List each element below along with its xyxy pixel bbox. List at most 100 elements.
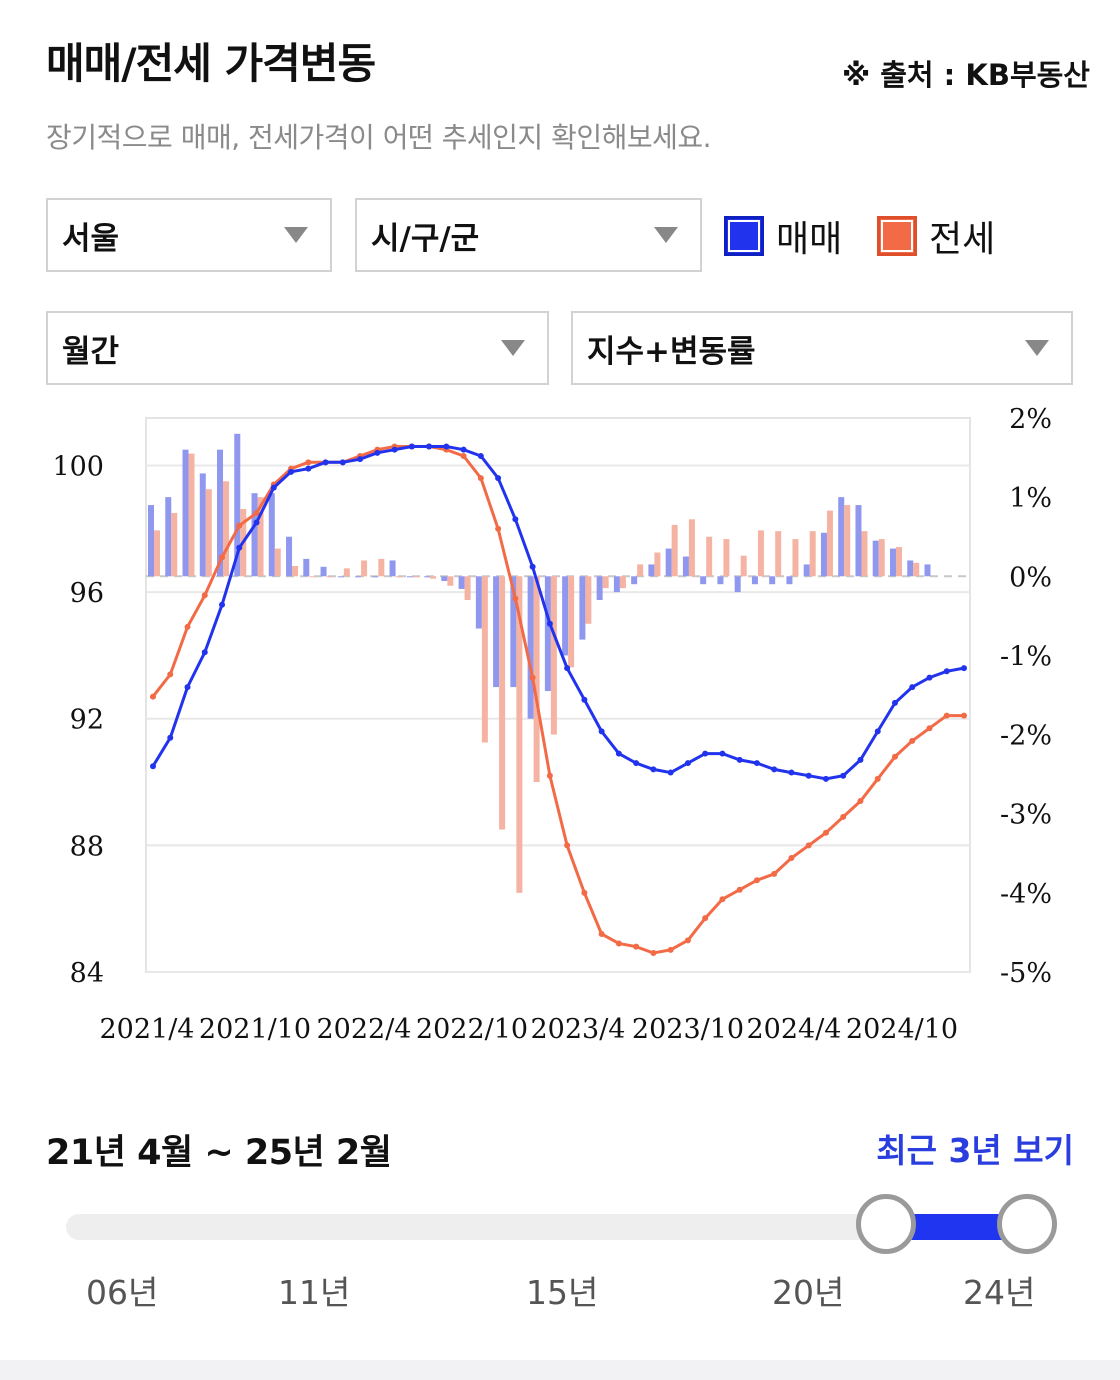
sale-color-swatch: [724, 216, 764, 256]
jeonse-change-bar: [826, 510, 833, 577]
slider-year-label: 06년: [86, 1273, 159, 1312]
jeonse-index-point: [477, 475, 484, 482]
y-left-tick-label: 96: [70, 578, 104, 609]
sale-change-bar: [372, 576, 379, 578]
y-left-tick-label: 100: [52, 451, 104, 482]
jeonse-index-point: [684, 937, 691, 944]
page-subtitle: 장기적으로 매매, 전세가격이 어떤 추세인지 확인해보세요.: [46, 121, 712, 154]
sale-index-point: [374, 449, 381, 456]
jeonse-index-point: [253, 509, 260, 516]
region-select[interactable]: 서울: [46, 198, 332, 272]
sale-index-point: [426, 443, 433, 450]
jeonse-index-point: [615, 940, 622, 947]
chevron-down-icon: [501, 340, 525, 356]
legend-sale-label: 매매: [776, 219, 843, 260]
jeonse-change-bar: [188, 453, 195, 577]
sale-index-point: [771, 766, 778, 773]
sale-index-point: [857, 756, 864, 763]
jeonse-index-point: [529, 674, 536, 681]
sale-index-point: [650, 766, 657, 773]
jeonse-index-point: [891, 753, 898, 760]
x-tick-label: 2021/4: [100, 1014, 195, 1045]
sale-change-bar: [182, 449, 189, 577]
district-select[interactable]: 시/구/군: [355, 198, 702, 272]
slider-year-label: 15년: [526, 1273, 599, 1312]
jeonse-index-point: [581, 889, 588, 896]
x-tick-label: 2022/4: [317, 1014, 412, 1045]
legend-jeonse[interactable]: 전세: [877, 210, 995, 262]
sale-change-bar: [803, 564, 810, 577]
sale-index-point: [736, 756, 743, 763]
sale-change-bar: [234, 433, 241, 577]
page-title: 매매/전세 가격변동: [46, 39, 376, 88]
sale-index-point: [667, 769, 674, 776]
jeonse-change-bar: [792, 539, 799, 577]
period-select[interactable]: 월간: [46, 311, 549, 385]
metric-select[interactable]: 지수+변동률: [571, 311, 1073, 385]
jeonse-change-bar: [309, 576, 316, 578]
jeonse-index-point: [840, 813, 847, 820]
jeonse-change-bar: [481, 576, 488, 743]
slider-start-handle[interactable]: [856, 1194, 916, 1254]
jeonse-index-point: [150, 693, 156, 700]
jeonse-change-bar: [412, 576, 419, 578]
jeonse-change-bar: [740, 555, 747, 577]
jeonse-index-point: [495, 525, 502, 532]
jeonse-index-point: [167, 671, 174, 678]
y-left-tick-label: 84: [70, 958, 104, 989]
jeonse-change-bar: [637, 564, 644, 577]
y-right-tick-label: -5%: [1000, 958, 1052, 989]
sale-index-point: [236, 544, 243, 551]
metric-select-value: 지수+변동률: [587, 333, 756, 370]
sale-index-point: [598, 728, 605, 735]
sale-change-bar: [475, 576, 482, 629]
sale-index-point: [270, 484, 277, 491]
sale-index-point: [633, 760, 640, 767]
slider-end-handle[interactable]: [997, 1194, 1057, 1254]
jeonse-change-bar: [757, 530, 764, 577]
jeonse-change-bar: [671, 524, 678, 577]
jeonse-index-point: [961, 712, 967, 719]
jeonse-index-point: [460, 452, 467, 459]
recent-3-years-button[interactable]: 최근 3년 보기: [876, 1131, 1074, 1170]
jeonse-change-bar: [395, 576, 402, 578]
sale-change-bar: [320, 566, 327, 577]
jeonse-change-bar: [895, 547, 902, 577]
sale-change-bar: [631, 576, 638, 585]
jeonse-index-point: [236, 522, 243, 529]
slider-year-label: 20년: [772, 1273, 845, 1312]
sale-change-bar: [682, 556, 689, 577]
sale-change-bar: [751, 576, 758, 585]
jeonse-change-bar: [343, 568, 350, 577]
sale-index-point: [581, 696, 588, 703]
jeonse-change-bar: [654, 552, 661, 577]
jeonse-change-bar: [516, 576, 523, 893]
sale-change-bar: [872, 540, 879, 577]
jeonse-index-point: [771, 870, 778, 877]
sale-index-point: [564, 665, 571, 672]
jeonse-change-bar: [274, 548, 281, 577]
jeonse-index-point: [598, 931, 605, 938]
sale-change-bar: [562, 576, 569, 656]
chevron-down-icon: [654, 227, 678, 243]
sale-index-point: [753, 760, 760, 767]
sale-index-point: [512, 516, 519, 523]
sale-change-bar: [786, 576, 793, 585]
legend-sale[interactable]: 매매: [724, 210, 842, 262]
jeonse-index-point: [857, 798, 864, 805]
x-tick-label: 2022/10: [416, 1014, 528, 1045]
jeonse-index-point: [564, 842, 571, 849]
sale-change-bar: [924, 564, 931, 577]
jeonse-index-point: [719, 896, 726, 903]
sale-index-point: [961, 665, 967, 672]
jeonse-change-bar: [602, 576, 609, 589]
jeonse-index-point: [822, 829, 829, 836]
sale-index-point: [702, 750, 709, 757]
jeonse-index-point: [201, 592, 208, 599]
chevron-down-icon: [284, 227, 308, 243]
chevron-down-icon: [1025, 340, 1049, 356]
bottom-divider: [0, 1360, 1120, 1380]
sale-change-bar: [251, 493, 258, 577]
jeonse-change-bar: [550, 576, 557, 735]
